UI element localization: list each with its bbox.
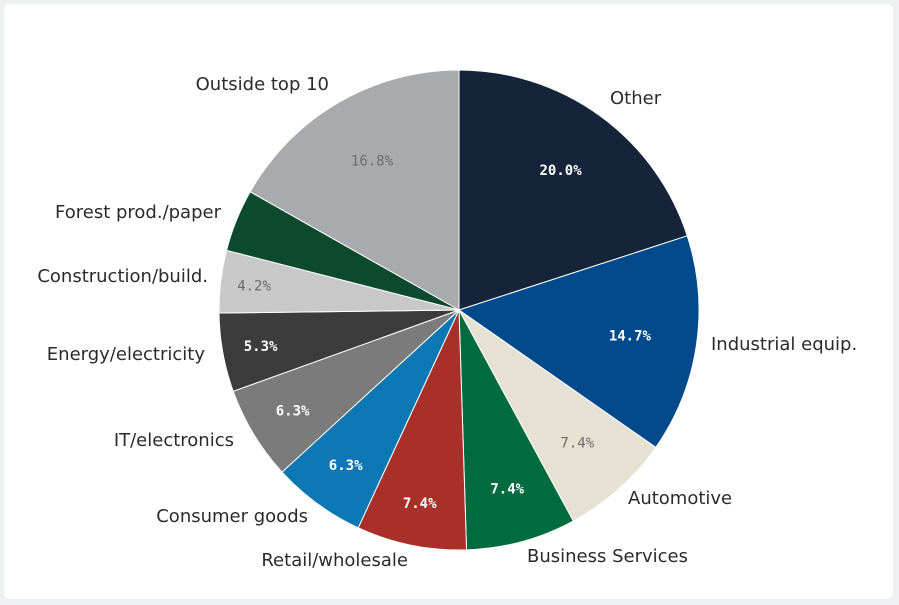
pie-slice-automotive	[458, 309, 657, 522]
pie-value-labels: 20.0% 14.7% 7.4% 7.4% 7.4% 6.3% 6.3% 5.3% 4.2% 16…	[237, 154, 651, 512]
category-label-other: Other	[610, 88, 662, 109]
value-label-construction-build: 4.2%	[237, 278, 271, 294]
chart-card: 20.0% 14.7% 7.4% 7.4% 7.4% 6.3% 6.3% 5.3% 4.2% 16…	[4, 4, 893, 599]
category-label-automotive: Automotive	[628, 488, 732, 509]
category-label-forest-prod-paper: Forest prod./paper	[55, 202, 222, 223]
category-label-retail-wholesale: Retail/wholesale	[261, 550, 408, 571]
value-label-other: 20.0%	[539, 163, 582, 179]
pie-slice-other	[458, 69, 688, 311]
value-label-retail-wholesale: 7.4%	[403, 496, 437, 512]
value-label-business-services: 7.4%	[490, 481, 524, 497]
category-label-business-services: Business Services	[527, 546, 688, 567]
value-label-outside-top-10: 16.8%	[351, 154, 394, 170]
pie-slices	[218, 69, 700, 551]
pie-chart: 20.0% 14.7% 7.4% 7.4% 7.4% 6.3% 6.3% 5.3% 4.2% 16…	[37, 69, 857, 571]
category-label-consumer-goods: Consumer goods	[156, 506, 308, 527]
pie-slice-retail-wholesale	[357, 309, 468, 551]
category-label-energy-electricity: Energy/electricity	[47, 344, 206, 365]
value-label-consumer-goods: 6.3%	[329, 458, 363, 474]
category-label-construction-build: Construction/build.	[37, 266, 208, 287]
value-label-industrial-equip: 14.7%	[609, 328, 652, 344]
category-label-outside-top-10: Outside top 10	[196, 74, 329, 95]
category-label-it-electronics: IT/electronics	[114, 430, 234, 451]
pie-slice-outside-top-10	[249, 69, 460, 311]
category-label-industrial-equip: Industrial equip.	[711, 334, 857, 355]
value-label-energy-electricity: 5.3%	[244, 339, 278, 355]
pie-category-labels: Other Industrial equip. Automotive Business…	[37, 74, 857, 571]
value-label-it-electronics: 6.3%	[276, 404, 310, 420]
pie-slice-industrial-equip	[457, 235, 700, 449]
pie-slice-business-services	[458, 309, 574, 551]
value-label-automotive: 7.4%	[560, 435, 594, 451]
